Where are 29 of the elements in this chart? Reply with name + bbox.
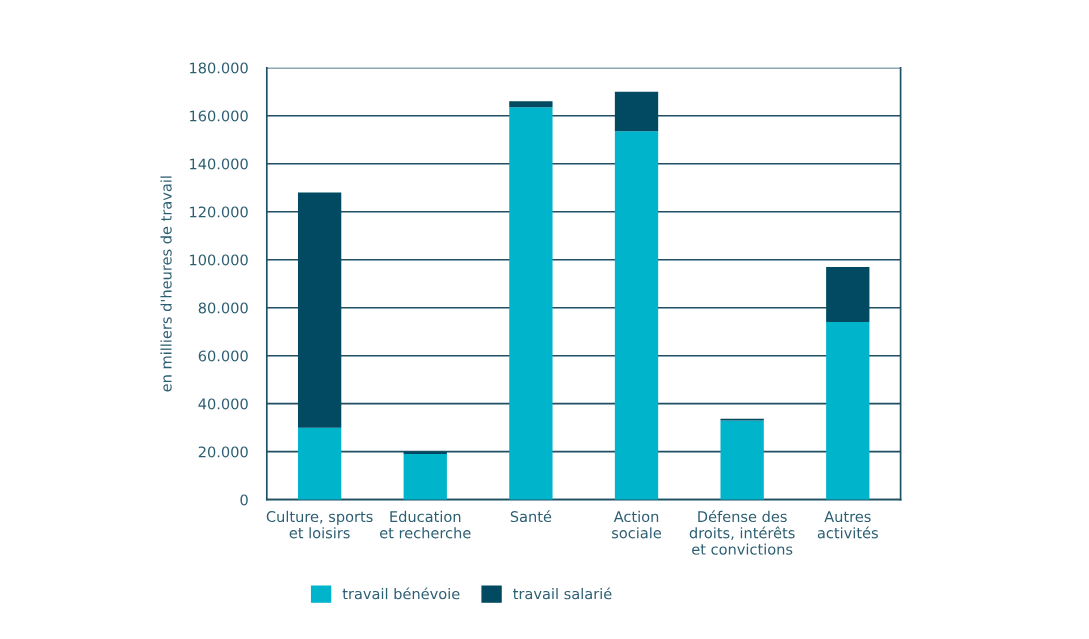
x-tick-label: Action sociale	[612, 510, 662, 539]
x-tick-label: Autres activités	[817, 511, 878, 539]
legend-label: travail bénévoie	[342, 587, 460, 600]
y-tick-label: 140.000	[190, 158, 248, 170]
x-tick-label: Défense des droits, intérêts et convictions	[689, 510, 795, 555]
bar	[509, 101, 553, 108]
y-tick-label: 160.000	[190, 110, 248, 122]
bar	[826, 266, 870, 323]
bar	[297, 427, 342, 500]
y-tick-label: 20.000	[198, 446, 248, 458]
bar	[614, 131, 659, 500]
bar	[720, 420, 764, 500]
x-tick-label: Santé	[510, 510, 552, 523]
bar	[403, 454, 447, 500]
y-tick-label: 80.000	[198, 302, 248, 314]
x-tick-label: Culture, sports et loisirs	[266, 510, 373, 539]
y-tick-label: 180.000	[190, 62, 248, 74]
y-tick-label: 40.000	[198, 398, 248, 410]
y-tick-label: 0	[240, 494, 248, 506]
y-tick-label: 120.000	[190, 206, 248, 218]
legend-label: travail salarié	[513, 587, 612, 600]
bar	[614, 91, 659, 132]
x-tick-label: Education et recherche	[380, 510, 471, 539]
bar	[826, 322, 870, 500]
bar	[509, 107, 553, 500]
y-axis-title: en milliers d'heures de travail	[160, 176, 172, 392]
y-tick-label: 100.000	[190, 254, 248, 266]
y-tick-label: 60.000	[198, 350, 248, 362]
bar	[297, 192, 342, 428]
